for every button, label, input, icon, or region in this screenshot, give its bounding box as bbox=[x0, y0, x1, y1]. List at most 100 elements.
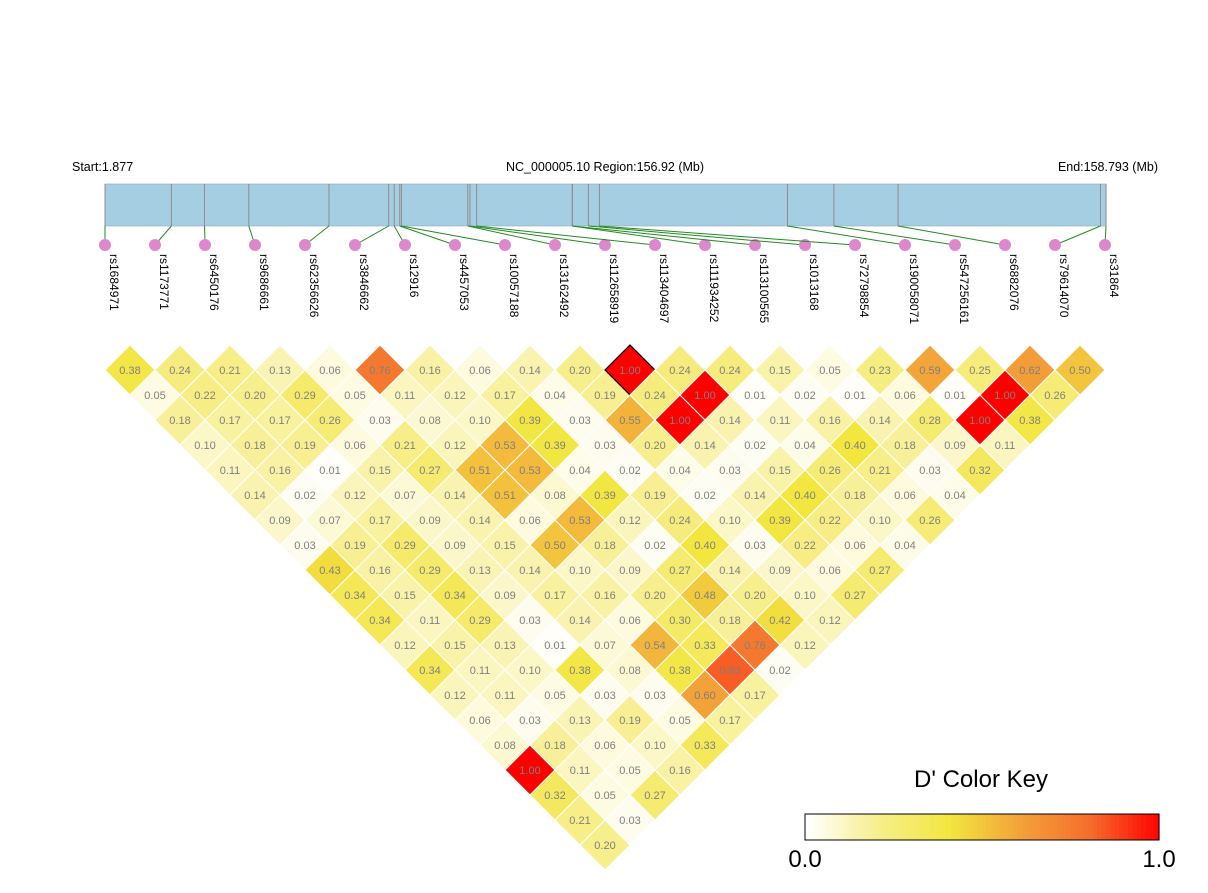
ld-cell-value: 0.27 bbox=[844, 590, 865, 602]
ld-cell-value: 0.39 bbox=[594, 490, 615, 502]
ld-cell-value: 0.29 bbox=[419, 565, 440, 577]
color-key-band bbox=[1145, 814, 1151, 840]
ld-cell-value: 0.18 bbox=[894, 440, 915, 452]
ld-cell-value: 0.04 bbox=[794, 440, 815, 452]
ld-cell-value: 0.15 bbox=[494, 540, 515, 552]
snp-connector-line bbox=[469, 225, 606, 246]
ld-cell-value: 0.40 bbox=[794, 490, 815, 502]
ld-cell-value: 0.26 bbox=[919, 515, 940, 527]
ld-cell-value: 0.39 bbox=[519, 415, 540, 427]
color-key-band bbox=[1141, 814, 1147, 840]
snp-marker bbox=[1049, 239, 1061, 251]
ld-cell-value: 0.10 bbox=[194, 440, 215, 452]
ld-cell-value: 0.13 bbox=[494, 640, 515, 652]
snp-label: rs113404697 bbox=[657, 254, 671, 323]
color-key-band bbox=[973, 814, 979, 840]
snp-marker bbox=[849, 239, 861, 251]
ld-cell-value: 0.12 bbox=[444, 690, 465, 702]
color-key-band bbox=[858, 814, 864, 840]
color-key-band bbox=[968, 814, 974, 840]
snp-connector-line bbox=[1054, 225, 1101, 246]
ld-cell-value: 0.33 bbox=[694, 640, 715, 652]
color-key-band bbox=[1132, 814, 1138, 840]
ld-cell-value: 0.03 bbox=[719, 465, 740, 477]
color-key-band bbox=[1083, 814, 1089, 840]
color-key-band bbox=[1048, 814, 1054, 840]
ld-cell-value: 0.14 bbox=[519, 565, 540, 577]
ld-cell-value: 0.07 bbox=[594, 640, 615, 652]
color-key-band bbox=[866, 814, 872, 840]
ld-cell-value: 0.50 bbox=[1069, 365, 1090, 377]
color-key-band bbox=[853, 814, 859, 840]
snp-connector-line bbox=[572, 225, 706, 246]
ld-cell-value: 0.05 bbox=[144, 390, 165, 402]
ld-cell-value: 0.42 bbox=[769, 615, 790, 627]
snp-connector-line bbox=[476, 225, 656, 246]
ld-cell-value: 0.11 bbox=[570, 765, 591, 777]
ld-cell-value: 0.50 bbox=[544, 540, 565, 552]
snp-marker bbox=[249, 239, 261, 251]
ld-cell-value: 0.27 bbox=[644, 790, 665, 802]
ld-cell-value: 0.29 bbox=[294, 390, 315, 402]
ld-cell-value: 0.10 bbox=[719, 515, 740, 527]
heatmap-layer: 0.38 0.05 0.18 0.10 0.11 0.14 0.09 0.03 0.43 0.34… bbox=[104, 344, 1106, 871]
snp-connector-line bbox=[897, 225, 1006, 246]
ld-cell-value: 0.08 bbox=[544, 490, 565, 502]
color-key-band bbox=[880, 814, 886, 840]
ld-cell-value: 0.18 bbox=[719, 615, 740, 627]
color-key-band bbox=[995, 814, 1001, 840]
ld-cell-value: 0.09 bbox=[494, 590, 515, 602]
ld-cell-value: 0.12 bbox=[394, 640, 415, 652]
ld-cell-value: 0.21 bbox=[869, 465, 890, 477]
ld-cell-value: 0.28 bbox=[919, 415, 940, 427]
ld-cell-value: 0.06 bbox=[819, 565, 840, 577]
ld-cell-value: 0.05 bbox=[344, 390, 365, 402]
ld-cell-value: 0.20 bbox=[644, 440, 665, 452]
color-key-band bbox=[849, 814, 855, 840]
ld-cell-value: 0.43 bbox=[319, 565, 340, 577]
snp-label: rs3846662 bbox=[357, 254, 371, 311]
ld-cell-value: 0.30 bbox=[669, 615, 690, 627]
color-key-band bbox=[951, 814, 957, 840]
ld-cell-value: 0.18 bbox=[594, 540, 615, 552]
ld-cell-value: 0.38 bbox=[569, 665, 590, 677]
ld-cell-value: 0.15 bbox=[444, 640, 465, 652]
snp-label: rs10057188 bbox=[507, 254, 521, 318]
ld-cell-value: 0.06 bbox=[519, 515, 540, 527]
color-key-border bbox=[804, 813, 1160, 841]
ld-cell-value: 0.03 bbox=[644, 690, 665, 702]
color-key-band bbox=[1026, 814, 1032, 840]
ld-cell-value: 1.00 bbox=[619, 365, 640, 377]
color-key-band bbox=[1039, 814, 1045, 840]
color-key-band bbox=[1088, 814, 1094, 840]
color-key-min-label: 0.0 bbox=[788, 846, 821, 873]
region-bar bbox=[104, 183, 1107, 227]
ld-cell-value: 1.00 bbox=[969, 415, 990, 427]
ld-cell-value: 0.06 bbox=[344, 440, 365, 452]
snp-label: rs9686661 bbox=[257, 254, 271, 311]
color-key-band bbox=[1154, 814, 1160, 840]
ld-cell-value: 0.01 bbox=[744, 390, 765, 402]
color-key-band bbox=[809, 814, 815, 840]
color-key-band bbox=[831, 814, 837, 840]
color-key-band bbox=[1074, 814, 1080, 840]
ld-cell bbox=[1054, 344, 1106, 396]
color-key-band bbox=[1035, 814, 1041, 840]
color-key-band bbox=[1097, 814, 1103, 840]
ld-cell-value: 0.06 bbox=[619, 615, 640, 627]
ld-cell-value: 0.13 bbox=[269, 365, 290, 377]
region-title: NC_000005.10 Region:156.92 (Mb) bbox=[506, 160, 704, 174]
ld-cell-value: 0.15 bbox=[769, 465, 790, 477]
color-key-band bbox=[946, 814, 952, 840]
snp-marker bbox=[199, 239, 211, 251]
color-key-band bbox=[959, 814, 965, 840]
snp-connector-line bbox=[401, 225, 506, 246]
ld-cell-value: 0.09 bbox=[444, 540, 465, 552]
ld-cell-value: 0.38 bbox=[669, 665, 690, 677]
color-key-band bbox=[906, 814, 912, 840]
ld-cell-value: 0.06 bbox=[894, 390, 915, 402]
ld-cell-value: 0.04 bbox=[544, 390, 565, 402]
ld-cell-value: 0.19 bbox=[619, 715, 640, 727]
ld-cell-value: 0.21 bbox=[394, 440, 415, 452]
